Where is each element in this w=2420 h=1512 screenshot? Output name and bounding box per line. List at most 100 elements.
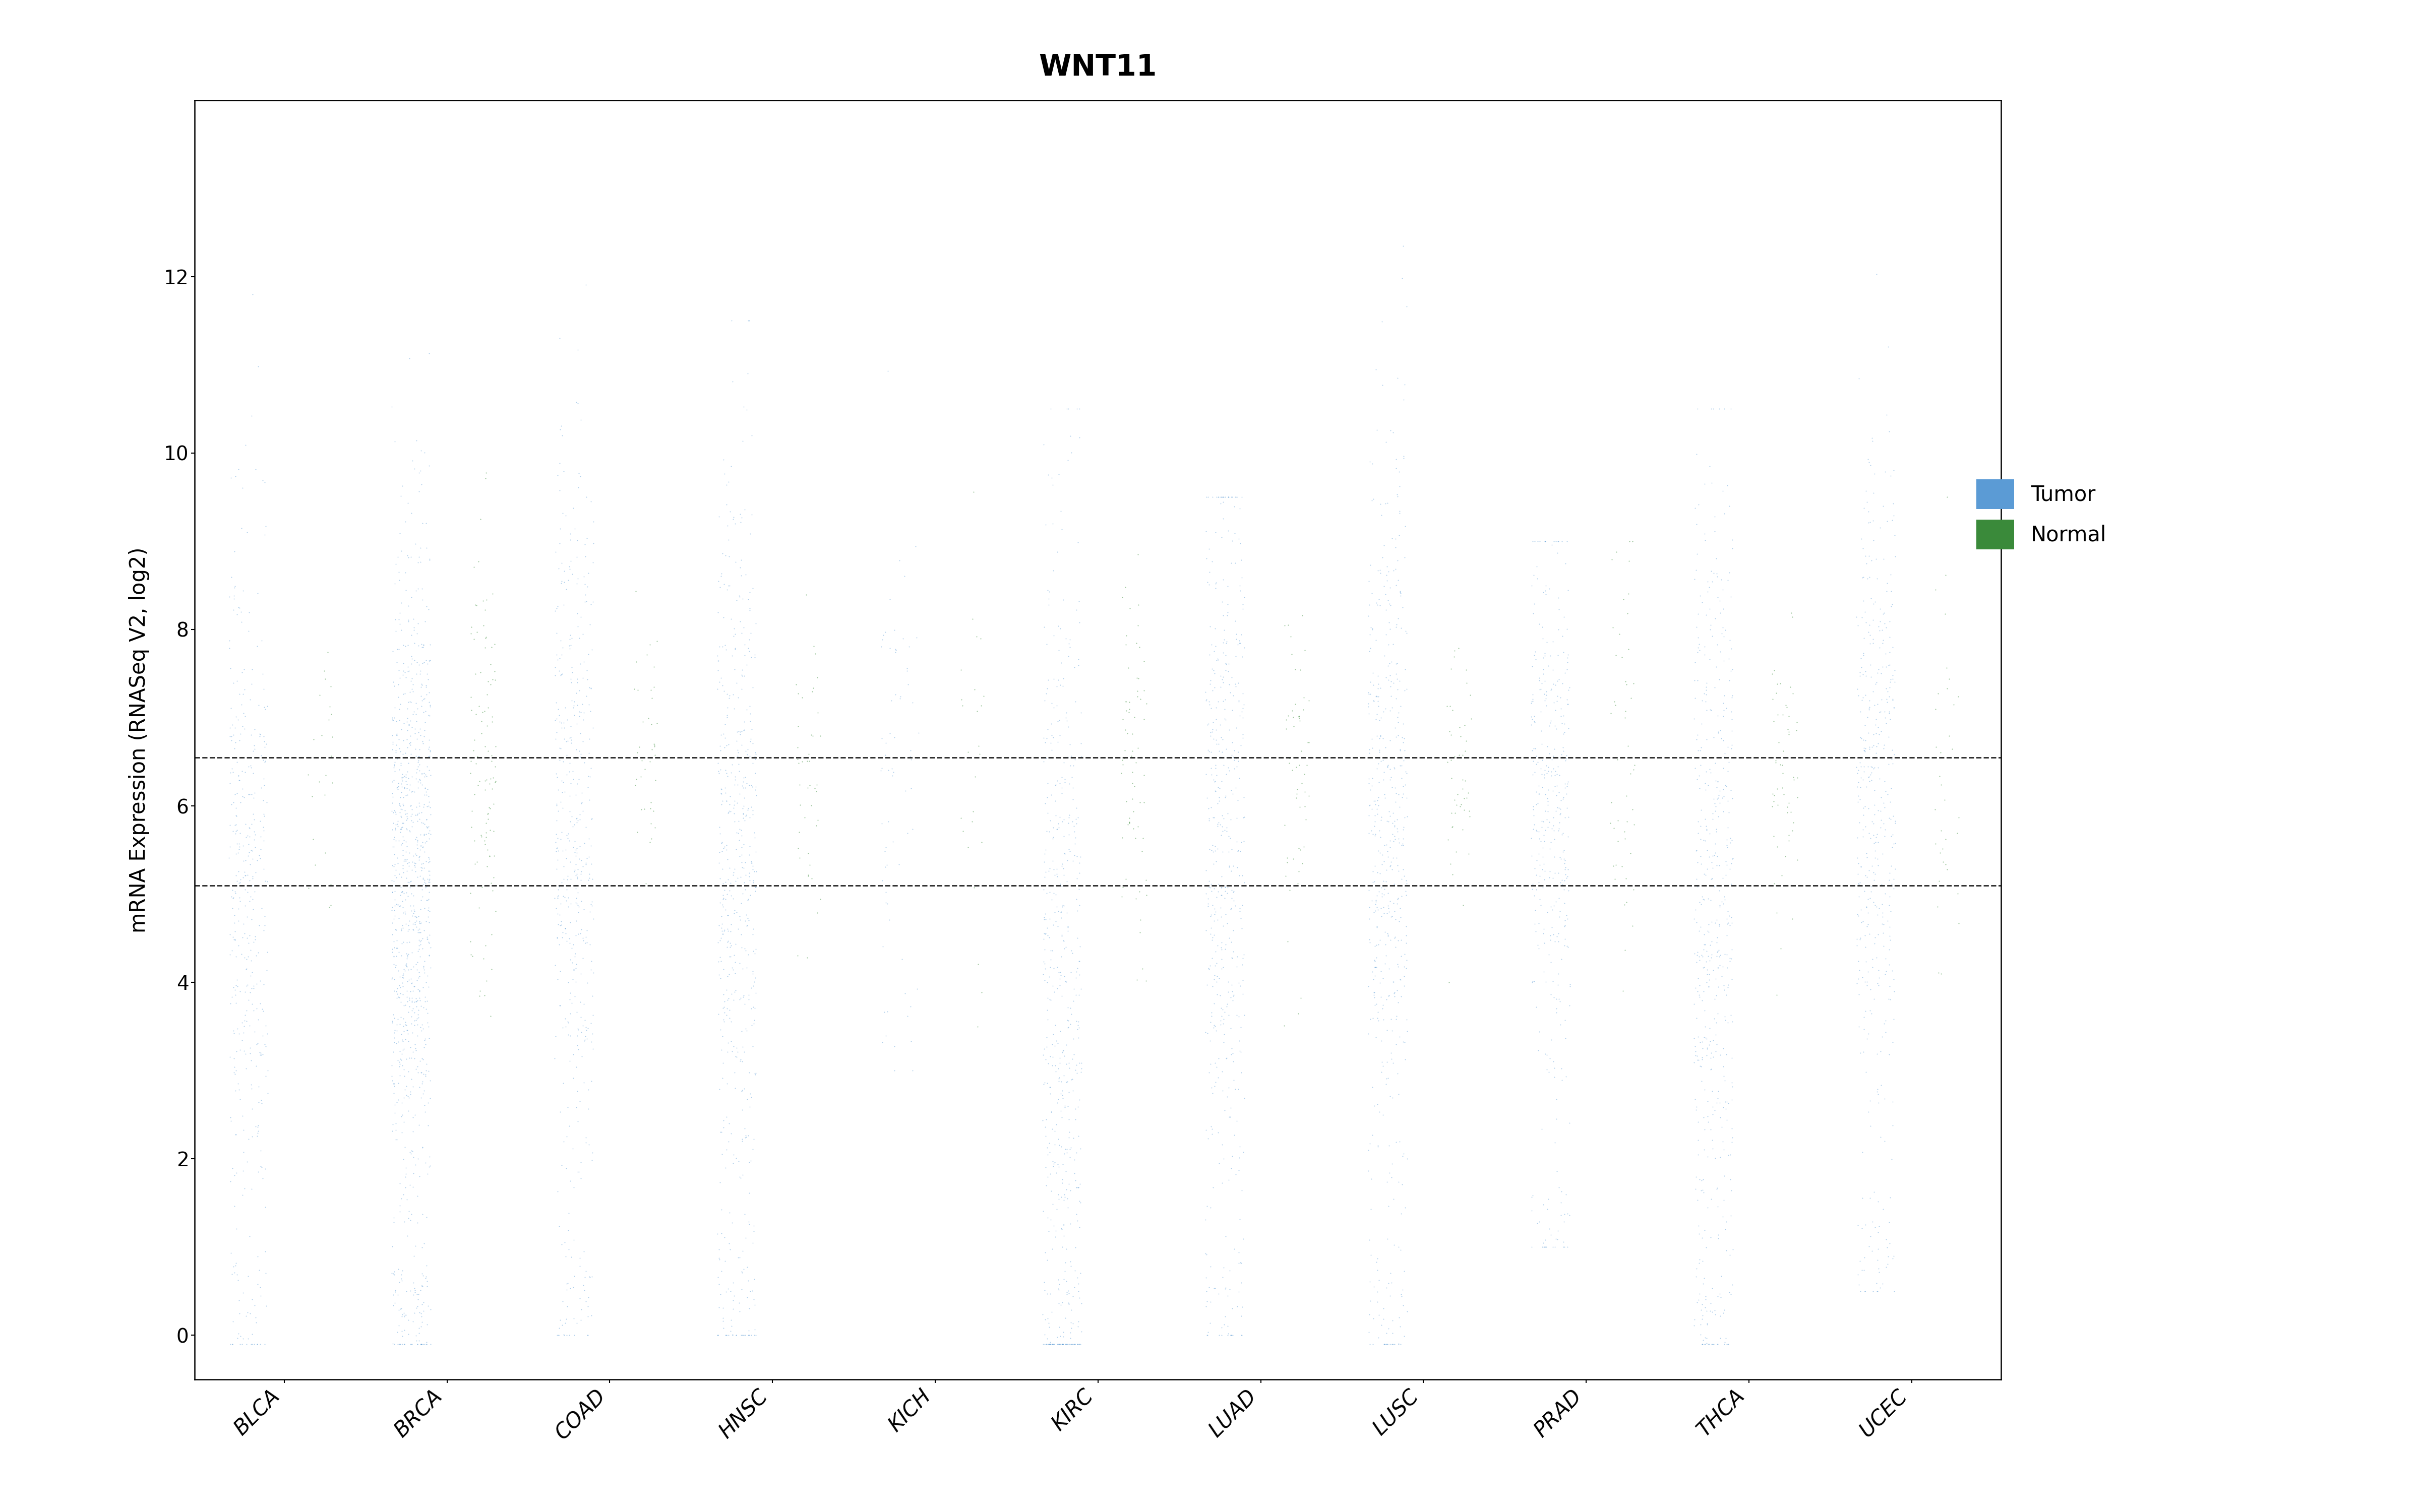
Point [1709, 569, 1747, 593]
Point [1043, 1320, 1082, 1344]
Point [571, 1266, 610, 1290]
Point [733, 798, 772, 823]
Point [1358, 915, 1396, 939]
Point [1270, 751, 1309, 776]
Point [704, 673, 743, 697]
Point [382, 1120, 421, 1145]
Point [1679, 1288, 1718, 1312]
Point [1684, 1266, 1723, 1290]
Point [1677, 1095, 1716, 1119]
Point [1375, 872, 1413, 897]
Point [407, 850, 445, 874]
Point [1195, 968, 1234, 992]
Point [1711, 872, 1750, 897]
Point [731, 729, 770, 753]
Point [1704, 785, 1742, 809]
Point [225, 702, 264, 726]
Point [404, 872, 443, 897]
Point [378, 977, 416, 1001]
Point [1754, 658, 1793, 682]
Point [1033, 667, 1072, 691]
Point [1871, 745, 1909, 770]
Point [1358, 1025, 1396, 1049]
Point [1191, 739, 1229, 764]
Point [1026, 922, 1065, 947]
Point [244, 857, 283, 881]
Point [402, 1060, 440, 1084]
Point [1544, 1235, 1583, 1259]
Point [549, 821, 588, 845]
Point [409, 866, 448, 891]
Point [1350, 702, 1389, 726]
Point [1677, 838, 1716, 862]
Point [1534, 986, 1573, 1010]
Point [218, 804, 257, 829]
Point [1050, 1332, 1089, 1356]
Point [571, 676, 610, 700]
Point [1871, 667, 1909, 691]
Point [1856, 1216, 1895, 1240]
Point [373, 1054, 411, 1078]
Point [392, 1021, 431, 1045]
Point [394, 618, 433, 643]
Point [566, 572, 605, 596]
Point [549, 751, 588, 776]
Point [399, 801, 438, 826]
Point [244, 750, 283, 774]
Point [1675, 942, 1713, 966]
Point [1679, 738, 1718, 762]
Point [1220, 748, 1258, 773]
Point [629, 706, 668, 730]
Point [791, 723, 830, 747]
Point [394, 721, 433, 745]
Point [1854, 608, 1892, 632]
Point [1186, 762, 1225, 786]
Point [1350, 1320, 1389, 1344]
Point [1437, 792, 1476, 816]
Point [1358, 860, 1396, 885]
Point [1058, 1013, 1096, 1037]
Point [1677, 910, 1716, 934]
Point [1212, 838, 1251, 862]
Point [387, 770, 426, 794]
Point [724, 1261, 762, 1285]
Point [1367, 1332, 1406, 1356]
Point [702, 950, 741, 974]
Point [1929, 857, 1967, 881]
Point [540, 993, 578, 1018]
Point [390, 1084, 428, 1108]
Point [375, 1101, 414, 1125]
Point [235, 1019, 273, 1043]
Point [457, 620, 496, 644]
Point [402, 472, 440, 496]
Point [1854, 723, 1892, 747]
Point [399, 989, 438, 1013]
Point [1195, 897, 1234, 921]
Point [1546, 747, 1585, 771]
Point [397, 1294, 436, 1318]
Point [399, 1300, 438, 1325]
Point [1367, 555, 1406, 579]
Point [554, 1066, 593, 1090]
Point [1379, 954, 1418, 978]
Point [537, 706, 576, 730]
Point [552, 1024, 590, 1048]
Point [1353, 889, 1392, 913]
Point [469, 844, 508, 868]
Point [895, 534, 934, 558]
Point [557, 738, 595, 762]
Point [540, 556, 578, 581]
Point [1043, 945, 1082, 969]
Point [784, 750, 823, 774]
Point [382, 1269, 421, 1293]
Point [1871, 653, 1909, 677]
Point [1873, 1246, 1912, 1270]
Point [1546, 913, 1585, 937]
Point [721, 723, 760, 747]
Point [411, 1154, 450, 1178]
Point [397, 950, 436, 974]
Point [862, 726, 900, 750]
Point [1689, 912, 1728, 936]
Point [392, 971, 431, 995]
Point [1839, 871, 1878, 895]
